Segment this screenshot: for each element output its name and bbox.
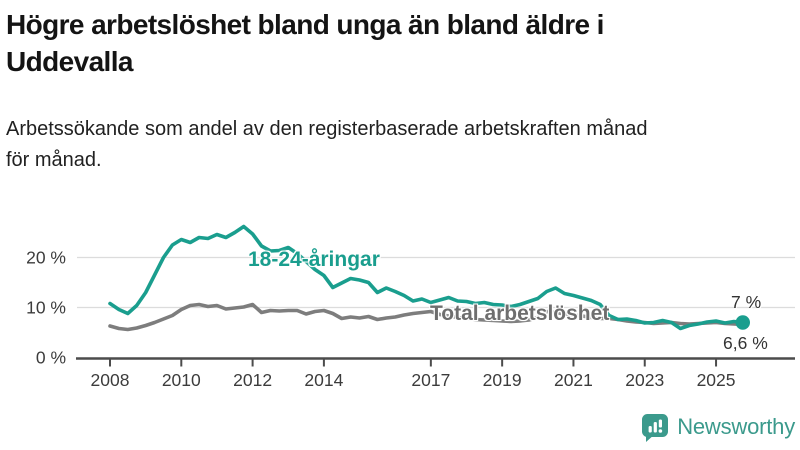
series-line-total xyxy=(108,302,745,332)
x-axis-label-2025: 2025 xyxy=(697,370,736,390)
series-end-dot xyxy=(735,315,750,330)
x-axis-label-2014: 2014 xyxy=(304,370,343,390)
series-label-young: 18-24-åringar xyxy=(248,248,380,271)
x-axis-label-2019: 2019 xyxy=(483,370,522,390)
page-title-line1: Högre arbetslöshet bland unga än bland ä… xyxy=(6,9,604,40)
x-axis-label-2012: 2012 xyxy=(233,370,272,390)
x-axis-label-2017: 2017 xyxy=(411,370,450,390)
series-line-young xyxy=(108,224,745,331)
page-title: Högre arbetslöshet bland unga än bland ä… xyxy=(6,6,796,80)
chart-subtitle-line2: för månad. xyxy=(6,149,102,171)
newsworthy-logo-text: Newsworthy xyxy=(677,414,795,439)
newsworthy-logo-icon xyxy=(642,414,669,442)
newsworthy-logo[interactable]: Newsworthy xyxy=(640,411,795,443)
end-value-label-total: 6,6 % xyxy=(723,333,768,353)
y-axis-label-10: 10 % xyxy=(26,298,66,318)
chart-subtitle-line1: Arbetssökande som andel av den registerb… xyxy=(6,118,648,140)
chart-subtitle: Arbetssökande som andel av den registerb… xyxy=(6,114,796,176)
end-value-label-young: 7 % xyxy=(731,292,762,312)
page-title-line2: Uddevalla xyxy=(6,46,133,77)
y-axis-label-20: 20 % xyxy=(26,248,66,268)
series-label-total: Total arbetslöshet xyxy=(430,302,610,325)
x-axis-label-2021: 2021 xyxy=(554,370,593,390)
x-axis-label-2023: 2023 xyxy=(625,370,664,390)
y-axis-label-0: 0 % xyxy=(36,348,66,368)
x-axis-label-2008: 2008 xyxy=(91,370,130,390)
x-axis-label-2010: 2010 xyxy=(162,370,201,390)
